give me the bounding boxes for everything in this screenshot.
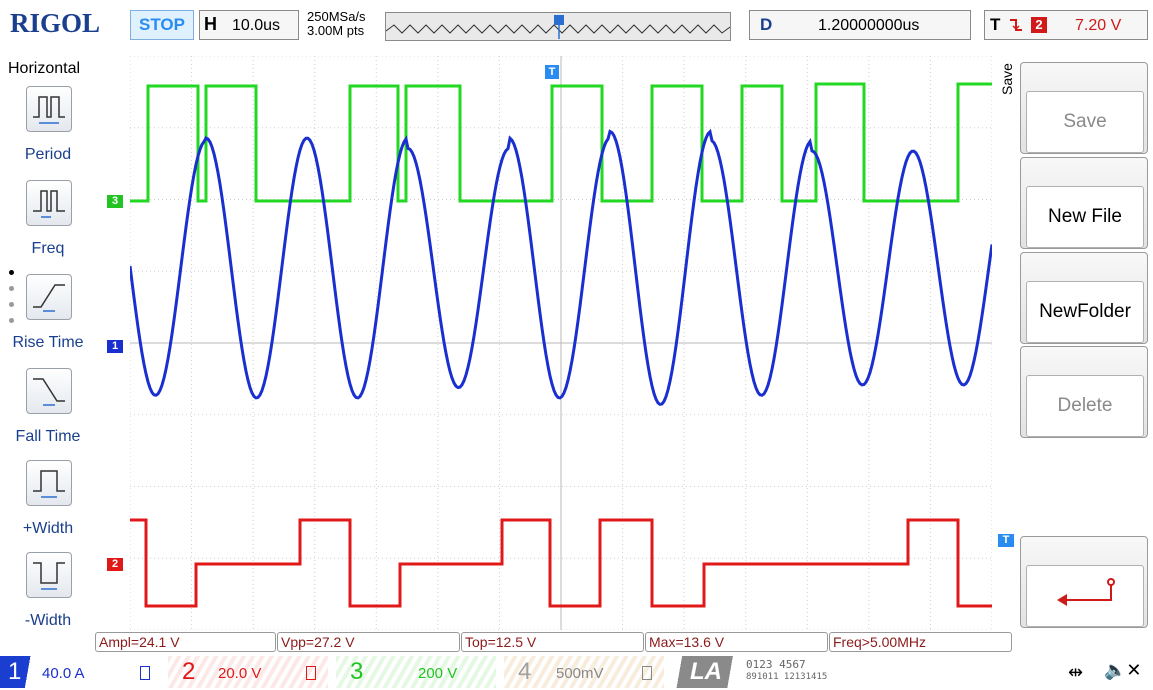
rise-time-label: Rise Time (12, 334, 84, 351)
measurement-ampl[interactable]: Ampl=24.1 V (95, 632, 276, 652)
waveform-display[interactable] (130, 56, 992, 630)
ch2-number: 2 (182, 658, 196, 685)
ch4-coupling-icon (642, 666, 652, 680)
freq-icon (33, 190, 65, 218)
fall-time-button[interactable] (26, 368, 72, 414)
new-folder-button[interactable]: NewFolder (1026, 281, 1144, 343)
ch2-tab[interactable]: 2 20.0 V (168, 656, 328, 688)
ch2-coupling-icon (306, 666, 316, 680)
sample-rate: 250MSa/s (307, 9, 366, 24)
neg-width-button[interactable] (26, 552, 72, 598)
ch4-tab[interactable]: 4 500mV (504, 656, 664, 688)
page-dot-active (9, 270, 14, 275)
ch4-number: 4 (518, 658, 532, 685)
trigger-position-icon (554, 15, 564, 25)
ch1-scale: 40.0 A (42, 665, 85, 682)
la-digits-bottom: 891011 12131415 (746, 672, 828, 682)
memory-depth: 3.00M pts (307, 23, 365, 38)
measurement-top[interactable]: Top=12.5 V (461, 632, 644, 652)
negative-width-icon (33, 562, 65, 590)
measurement-vpp[interactable]: Vpp=27.2 V (277, 632, 460, 652)
top-status-bar: RIGOL STOP H 10.0us 250MSa/s 3.00M pts D… (0, 0, 1153, 46)
memory-waveform-overview (385, 15, 731, 39)
la-tab[interactable]: LA 0123 4567 891011 12131415 (672, 656, 882, 688)
freq-button[interactable] (26, 180, 72, 226)
save-button[interactable]: Save (1026, 91, 1144, 153)
ch3-number: 3 (350, 658, 364, 685)
measurement-freq[interactable]: Freq>5.00MHz (829, 632, 1012, 652)
trigger-level: 7.20 V (1075, 17, 1122, 34)
pos-width-button[interactable] (26, 460, 72, 506)
period-icon (33, 96, 65, 124)
page-dot (9, 318, 14, 323)
falling-edge-icon (1010, 19, 1022, 31)
ch4-scale: 500mV (556, 665, 604, 682)
ch1-tab[interactable]: 1 40.0 A (0, 656, 160, 688)
delay-box[interactable]: D 1.20000000us (749, 10, 971, 40)
trigger-box[interactable]: T 2 7.20 V (984, 10, 1148, 40)
return-arrow-icon (1057, 578, 1115, 606)
run-stop-status[interactable]: STOP (130, 10, 194, 40)
la-label: LA (690, 658, 722, 685)
ch3-scale: 200 V (418, 665, 458, 682)
rise-time-icon (33, 284, 65, 312)
ch2-scale: 20.0 V (218, 665, 262, 682)
rise-time-button[interactable] (26, 274, 72, 320)
measurement-max[interactable]: Max=13.6 V (645, 632, 828, 652)
trigger-source-badge: 2 (1031, 17, 1047, 33)
ch1-waveform (130, 128, 992, 407)
delay-label: D (760, 15, 773, 34)
ch2-waveform (130, 518, 992, 608)
positive-width-icon (33, 470, 65, 498)
pos-width-label: +Width (22, 520, 74, 537)
usb-icon: ⇹ (1068, 662, 1084, 682)
new-file-button[interactable]: New File (1026, 186, 1144, 248)
sound-muted-icon[interactable]: 🔈✕ (1104, 660, 1142, 680)
ch1-number: 1 (8, 658, 22, 685)
left-measure-menu (0, 56, 96, 636)
save-menu-title: Save (999, 63, 1015, 95)
delete-button[interactable]: Delete (1026, 375, 1144, 437)
timebase-value: 10.0us (232, 17, 281, 34)
brand-logo: RIGOL (10, 8, 101, 38)
memory-track[interactable] (385, 12, 731, 41)
fall-time-icon (33, 378, 65, 406)
la-digits-top: 0123 4567 (746, 658, 806, 671)
neg-width-label: -Width (24, 612, 72, 629)
timebase-label: H (204, 14, 217, 34)
ch1-coupling-icon (140, 666, 150, 680)
ch3-offset-marker[interactable]: 3 (107, 195, 123, 208)
ch2-offset-marker[interactable]: 2 (107, 558, 123, 571)
ch3-tab[interactable]: 3 200 V (336, 656, 496, 688)
freq-label: Freq (31, 240, 65, 257)
trigger-level-marker[interactable]: T (998, 534, 1014, 547)
timebase-box[interactable]: H 10.0us (199, 10, 299, 40)
page-dot (9, 302, 14, 307)
page-dot (9, 286, 14, 291)
period-button[interactable] (26, 86, 72, 132)
period-label: Period (24, 146, 72, 163)
trigger-label: T (990, 15, 1001, 34)
sample-info: 250MSa/s 3.00M pts (307, 10, 366, 38)
trigger-position-marker[interactable]: T (545, 65, 559, 79)
menu-title: Horizontal (8, 60, 81, 77)
ch3-waveform (130, 82, 992, 203)
return-button[interactable] (1026, 565, 1144, 627)
ch1-offset-marker[interactable]: 1 (107, 340, 123, 353)
fall-time-label: Fall Time (15, 428, 81, 445)
delay-value: 1.20000000us (818, 17, 920, 34)
